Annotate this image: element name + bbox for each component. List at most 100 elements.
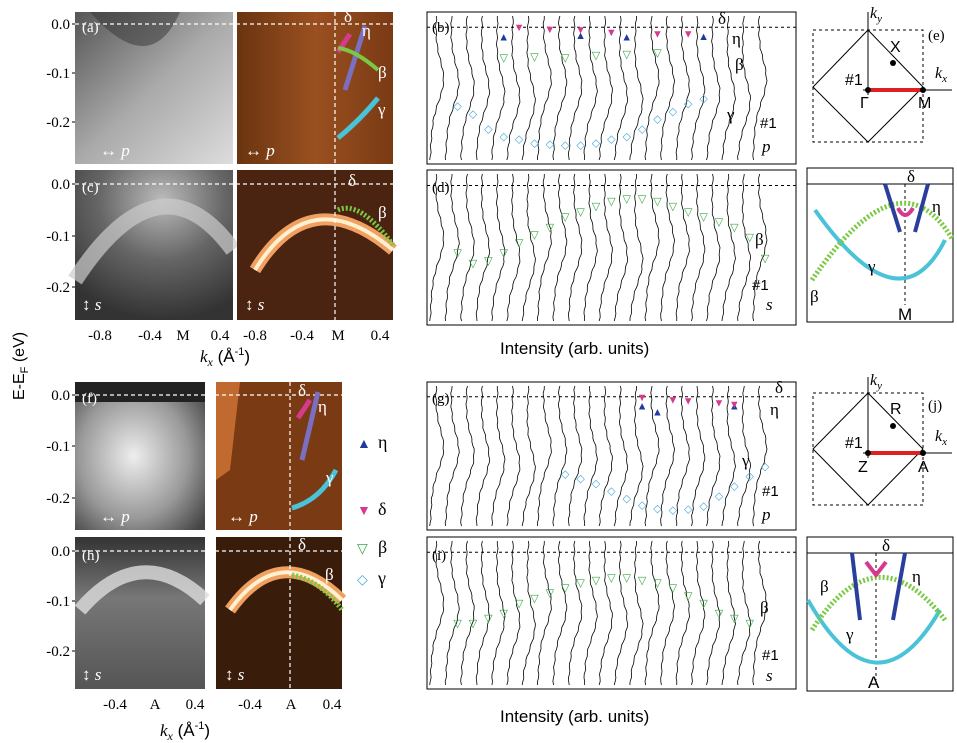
marker-beta: ▽ (699, 212, 708, 224)
edc-frames (426, 11, 797, 690)
svg-text:p: p (761, 137, 771, 156)
marker-beta: ▽ (622, 49, 631, 61)
edc-curve (567, 540, 583, 686)
ytick-label: -0.2 (46, 644, 70, 660)
legend-symbol-delta: ▼ (357, 504, 371, 519)
marker-beta: ▽ (515, 598, 524, 610)
edc-curve (537, 173, 552, 322)
svg-text:η: η (770, 400, 779, 419)
svg-text:δ: δ (298, 535, 306, 554)
edc-curve (491, 174, 506, 322)
edc-curve (552, 173, 568, 322)
edc-curve (552, 15, 568, 161)
marker-gamma: ◇ (622, 131, 631, 143)
marker-beta: ▽ (669, 583, 678, 595)
xtick-label: A (286, 697, 297, 713)
arpes-image-h (74, 537, 210, 689)
edc-curve (506, 15, 521, 161)
edc-curve (691, 15, 706, 161)
edc-curve (691, 385, 706, 527)
marker-beta: ▽ (715, 217, 724, 229)
edc-curves (427, 15, 796, 686)
ytick-label: -0.1 (46, 594, 70, 610)
marker-beta: ▽ (638, 193, 647, 205)
panel-label-b: (b) (432, 20, 450, 36)
ytick-label: -0.1 (46, 439, 70, 455)
marker-beta: ▽ (530, 230, 539, 242)
svg-text:β: β (810, 287, 819, 306)
legend-label-delta: δ (378, 499, 386, 519)
ytick-label: 0.0 (51, 388, 70, 404)
svg-text:β: β (735, 55, 744, 74)
schematic-bottom (806, 536, 954, 692)
marker-beta: ▽ (499, 248, 508, 260)
edc-curve (598, 173, 613, 322)
edc-curve (644, 385, 660, 527)
svg-text:η: η (912, 567, 921, 586)
xtick-label: -0.4 (290, 328, 314, 344)
panel-label-h: (h) (82, 548, 100, 564)
svg-text:↔ p: ↔ p (245, 141, 275, 160)
marker-gamma: ◇ (653, 503, 662, 515)
edc-curve (521, 173, 536, 322)
marker-gamma: ◇ (576, 140, 585, 152)
marker-beta: ▽ (576, 578, 585, 590)
marker-beta: ▽ (469, 258, 478, 270)
arpes-image-f2 (216, 382, 342, 530)
marker-beta: ▽ (530, 52, 539, 64)
xtick-label: 0.4 (211, 328, 230, 344)
marker-delta: ▼ (544, 24, 555, 36)
edc-curve (429, 385, 445, 527)
intensity-axis-label-top: Intensity (arb. units) (500, 339, 649, 358)
marker-beta: ▽ (515, 237, 524, 249)
marker-gamma: ◇ (592, 138, 601, 150)
edc-curve (567, 385, 583, 527)
edc-curve (737, 173, 751, 322)
edc-curve (460, 15, 475, 161)
marker-gamma: ◇ (561, 140, 570, 152)
edc-curve (583, 15, 598, 161)
edc-curve (706, 385, 721, 527)
panel-label-e: (e) (928, 28, 945, 44)
edc-curve (629, 385, 644, 527)
legend-label-gamma: γ (377, 568, 386, 588)
marker-beta: ▽ (592, 575, 601, 587)
marker-beta: ▽ (469, 618, 478, 630)
marker-gamma: ◇ (484, 124, 493, 136)
legend-symbol-gamma: ◇ (357, 573, 368, 588)
edc-curve (706, 540, 721, 686)
edc-curve (706, 15, 721, 161)
edc-curve (660, 173, 676, 322)
svg-text:γ: γ (741, 451, 750, 470)
marker-eta: ▲ (652, 407, 663, 419)
arpes-image-c (68, 170, 240, 320)
svg-text:R: R (890, 401, 902, 418)
marker-delta: ▼ (514, 22, 525, 34)
edc-curve (737, 15, 751, 161)
edc-curve (721, 385, 736, 527)
edc-curve (613, 540, 629, 686)
ytick-label: 0.0 (51, 544, 70, 560)
edc-curve (537, 15, 552, 161)
marker-beta: ▽ (699, 598, 708, 610)
svg-text:kx: kx (935, 65, 947, 85)
edc-curve (552, 385, 568, 527)
edc-curve (583, 540, 598, 686)
svg-text:η: η (932, 197, 941, 216)
bz-diagram-top (812, 12, 952, 143)
marker-gamma: ◇ (515, 134, 524, 146)
marker-gamma: ◇ (607, 134, 616, 146)
svg-text:Z: Z (858, 459, 868, 476)
ytick-labels: 0.0 -0.1 -0.2 0.0 -0.1 -0.2 0.0 -0.1 -0.… (46, 17, 70, 660)
xtick-label: M (331, 328, 344, 344)
band-overlay-f2 (291, 391, 339, 511)
svg-text:X: X (890, 39, 901, 56)
marker-beta: ▽ (499, 608, 508, 620)
bz-labels: ky kx X Γ M #1 ky kx R Z A #1 (845, 5, 947, 476)
marker-beta: ▽ (561, 212, 570, 224)
band-overlay-a2 (335, 25, 380, 140)
edc-curve (460, 173, 475, 322)
edc-curve (475, 173, 491, 322)
marker-gamma: ◇ (622, 493, 631, 505)
svg-text:γ: γ (867, 257, 876, 276)
